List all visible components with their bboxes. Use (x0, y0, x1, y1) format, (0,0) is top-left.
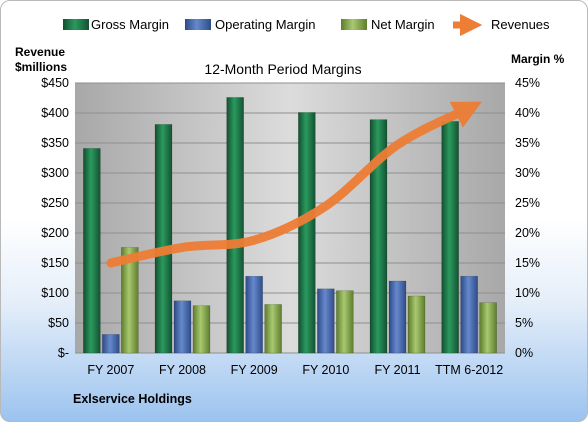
right-tick-label: 30% (515, 166, 540, 180)
legend-label-gross-margin: Gross Margin (91, 17, 169, 32)
left-tick-label: $300 (41, 166, 69, 180)
left-axis-title-line1: Revenue (15, 45, 65, 59)
left-tick-label: $250 (41, 196, 69, 210)
bar-net-margin (479, 302, 497, 354)
legend-swatch-gross-margin (63, 19, 89, 30)
left-tick-label: $200 (41, 226, 69, 240)
right-tick-label: 15% (515, 256, 540, 270)
right-tick-label: 20% (515, 226, 540, 240)
left-tick-label: $100 (41, 286, 69, 300)
left-tick-label: $400 (41, 106, 69, 120)
bar-operating-margin (245, 275, 263, 354)
bar-gross-margin (441, 121, 459, 354)
bar-operating-margin (388, 280, 407, 354)
company-name: Exlservice Holdings (73, 392, 192, 406)
legend-label-net-margin: Net Margin (371, 17, 435, 32)
right-axis-ticks: 0% 5% 10% 15% 20% 25% 30% 35% 40% 45% (515, 76, 540, 360)
bar-operating-margin (460, 275, 478, 354)
category-label: FY 2010 (302, 363, 349, 377)
bar-net-margin (407, 295, 426, 354)
legend: Gross Margin Operating Margin Net Margin… (63, 13, 550, 37)
bar-operating-margin (173, 300, 192, 354)
right-tick-label: 5% (515, 316, 533, 330)
bar-gross-margin (298, 112, 316, 354)
gridlines (75, 82, 505, 354)
right-tick-label: 10% (515, 286, 540, 300)
revenue-line-path (106, 101, 482, 268)
left-tick-label: $450 (41, 76, 69, 90)
bar-operating-margin (317, 288, 335, 354)
bar-gross-margin (154, 124, 173, 354)
right-tick-label: 35% (515, 136, 540, 150)
category-label: FY 2011 (374, 363, 420, 377)
bar-gross-margin (83, 148, 101, 354)
bar-series (83, 97, 497, 354)
left-tick-label: $350 (41, 136, 69, 150)
left-axis-ticks: $- $50 $100 $150 $200 $250 $300 $350 $400 $450 (41, 76, 69, 360)
left-axis-title-line2: $millions (15, 60, 67, 74)
bar-net-margin (336, 290, 354, 354)
left-tick-label: $150 (41, 256, 69, 270)
bar-gross-margin (226, 97, 244, 354)
category-label: TTM 6-2012 (435, 363, 503, 377)
right-axis-title: Margin % (511, 52, 565, 66)
left-tick-label: $50 (48, 316, 69, 330)
category-label: FY 2007 (87, 363, 134, 377)
right-tick-label: 40% (515, 106, 540, 120)
legend-label-operating-margin: Operating Margin (215, 17, 315, 32)
left-tick-label: $- (58, 346, 69, 360)
bar-net-margin (121, 247, 139, 354)
legend-swatch-operating-margin (185, 19, 211, 30)
bar-gross-margin (369, 119, 388, 354)
category-label: FY 2008 (159, 363, 206, 377)
right-tick-label: 0% (515, 346, 533, 360)
bar-net-margin (264, 304, 282, 354)
revenue-line (106, 101, 482, 268)
right-tick-label: 45% (515, 76, 540, 90)
chart-title: 12-Month Period Margins (204, 61, 361, 77)
legend-swatch-net-margin (341, 19, 367, 30)
bar-operating-margin (102, 334, 120, 354)
bar-net-margin (192, 305, 211, 354)
category-label: FY 2009 (231, 363, 278, 377)
right-tick-label: 25% (515, 196, 540, 210)
legend-label-revenues: Revenues (491, 17, 550, 32)
category-labels: FY 2007 FY 2008 FY 2009 FY 2010 FY 2011 TTM 6… (87, 363, 503, 377)
